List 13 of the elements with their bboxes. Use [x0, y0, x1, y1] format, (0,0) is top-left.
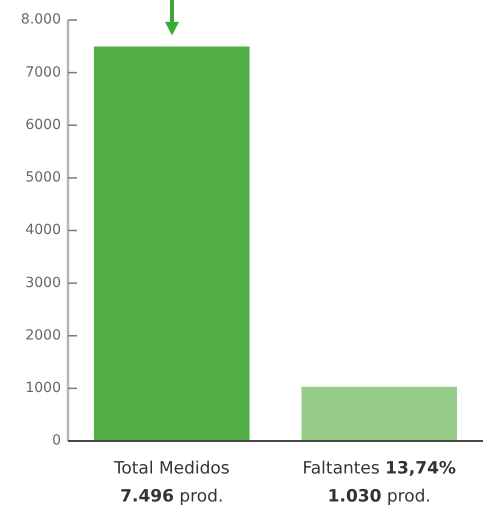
y-tick-label: 7000 [25, 64, 61, 80]
y-tick-label: 2000 [25, 327, 61, 344]
data-label: 7.496 prod. [120, 486, 224, 506]
y-tick-label: 4000 [25, 222, 61, 238]
y-tick-label: 5000 [25, 170, 61, 186]
x-tick-label: Total Medidos [112, 458, 230, 478]
y-tick-label: 3000 [25, 274, 61, 291]
y-tick-label: 8.000 [20, 12, 61, 28]
x-tick-label: Faltantes 13,74% [302, 458, 456, 478]
data-label: 1.030 prod. [328, 486, 431, 506]
y-tick-label: 1000 [25, 380, 61, 396]
y-tick-label: 6000 [25, 116, 61, 133]
y-tick-label: 0 [52, 432, 61, 449]
